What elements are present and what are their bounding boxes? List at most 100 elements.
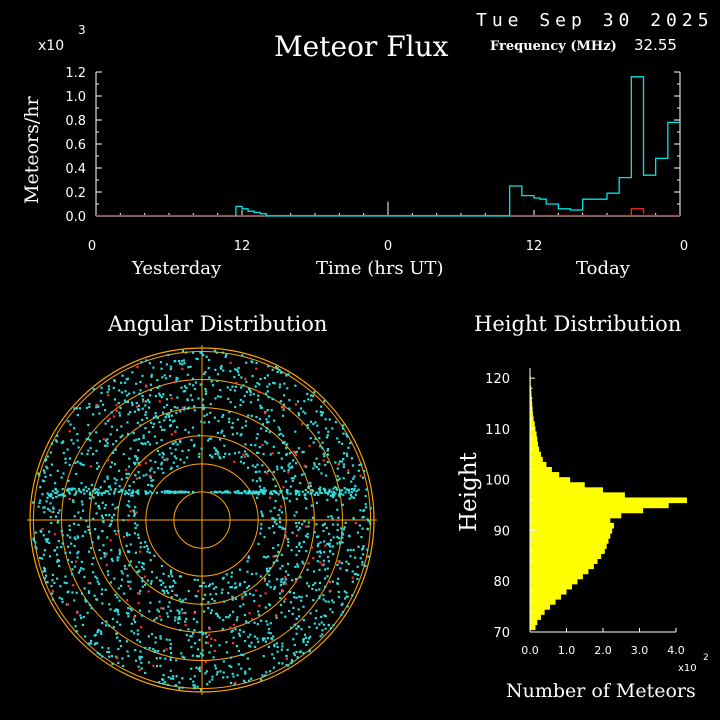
angular-point xyxy=(286,562,290,566)
angular-point xyxy=(273,585,276,589)
height-bar xyxy=(530,467,552,473)
angular-point-red xyxy=(173,593,176,596)
angular-point xyxy=(256,432,259,436)
angular-point xyxy=(313,531,316,534)
angular-point xyxy=(50,584,53,588)
height-bar xyxy=(530,619,538,625)
angular-point xyxy=(273,506,276,509)
angular-point xyxy=(158,579,162,582)
angular-point xyxy=(327,490,331,493)
angular-point xyxy=(49,474,52,477)
angular-point xyxy=(120,381,123,384)
angular-point xyxy=(193,642,197,645)
angular-point xyxy=(236,490,239,493)
angular-point xyxy=(297,625,300,628)
angular-point xyxy=(298,493,301,497)
angular-point xyxy=(200,420,203,423)
angular-point xyxy=(209,411,212,414)
angular-point-red xyxy=(275,614,278,617)
angular-point xyxy=(102,491,106,494)
angular-point xyxy=(49,493,53,496)
angular-point xyxy=(167,353,170,357)
angular-point xyxy=(87,550,91,553)
angular-point xyxy=(101,655,104,658)
angular-point xyxy=(50,442,54,445)
angular-point xyxy=(293,514,296,517)
angular-point xyxy=(294,384,297,387)
angular-point xyxy=(325,526,328,530)
angular-point xyxy=(109,488,112,491)
angular-point xyxy=(156,386,159,389)
angular-point xyxy=(156,378,159,382)
angular-point xyxy=(294,451,297,454)
angular-point xyxy=(145,417,149,420)
angular-point xyxy=(309,420,313,423)
angular-point xyxy=(286,537,289,541)
angular-point xyxy=(358,463,361,467)
angular-point xyxy=(173,455,176,458)
angular-point xyxy=(317,535,320,538)
angular-point xyxy=(268,431,271,434)
angular-point xyxy=(296,400,300,403)
angular-point xyxy=(116,428,119,431)
angular-point xyxy=(126,394,129,397)
angular-point xyxy=(288,500,291,503)
angular-point xyxy=(197,434,201,437)
angular-point xyxy=(163,490,166,493)
angular-point xyxy=(284,480,288,483)
angular-point xyxy=(289,485,292,488)
angular-point xyxy=(127,392,131,395)
angular-point xyxy=(193,686,197,689)
angular-point xyxy=(150,467,153,470)
angular-point xyxy=(312,422,315,426)
angular-point xyxy=(280,578,283,581)
angular-point xyxy=(316,545,319,548)
angular-point xyxy=(85,519,88,522)
angular-point xyxy=(170,408,173,412)
angular-point xyxy=(141,585,145,588)
angular-point xyxy=(54,515,58,518)
day-label-today: Today xyxy=(576,258,631,279)
angular-point xyxy=(288,466,291,469)
angular-point xyxy=(101,516,104,519)
angular-point xyxy=(272,470,275,474)
angular-point xyxy=(263,376,266,380)
angular-point xyxy=(288,407,291,410)
angular-point xyxy=(247,556,250,560)
angular-point xyxy=(118,553,121,556)
angular-point xyxy=(136,524,139,527)
angular-point xyxy=(108,603,111,606)
angular-point xyxy=(340,460,344,463)
angular-point xyxy=(249,592,252,595)
angular-point xyxy=(203,421,206,424)
angular-point xyxy=(281,662,284,665)
angular-point xyxy=(295,627,298,630)
angular-point xyxy=(84,600,87,603)
angular-point-red xyxy=(124,468,128,471)
angular-point xyxy=(42,469,45,472)
angular-point xyxy=(136,408,140,411)
angular-point xyxy=(112,626,115,629)
angular-point xyxy=(366,518,369,521)
angular-point xyxy=(53,549,57,552)
angular-point xyxy=(232,636,235,639)
angular-point-red xyxy=(106,459,110,462)
angular-point xyxy=(98,507,101,510)
angular-point xyxy=(359,557,362,560)
angular-point xyxy=(294,565,297,568)
angular-point xyxy=(218,644,221,647)
angular-point xyxy=(125,472,128,475)
angular-point xyxy=(131,371,134,374)
angular-point xyxy=(354,493,357,496)
angular-point xyxy=(169,669,172,672)
angular-point xyxy=(177,359,181,363)
angular-point xyxy=(216,379,219,383)
angular-point xyxy=(155,491,158,494)
angular-point xyxy=(326,567,329,570)
angular-point xyxy=(180,652,183,655)
angular-point xyxy=(353,487,356,490)
angular-point xyxy=(318,550,322,553)
angular-point xyxy=(117,469,121,472)
angular-point xyxy=(58,596,61,599)
angular-point xyxy=(327,430,330,433)
